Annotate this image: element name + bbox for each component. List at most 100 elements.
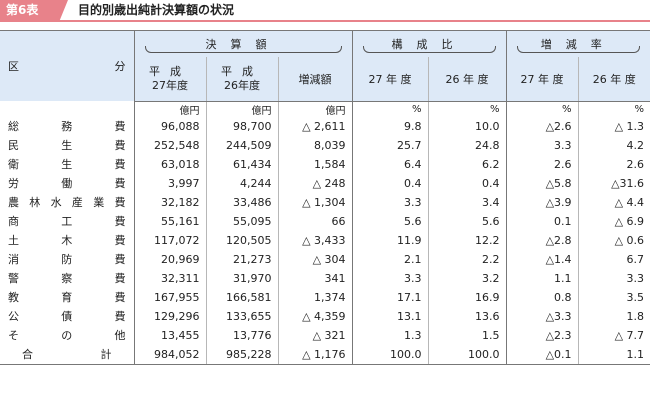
value-cell: 2.2 xyxy=(427,249,507,269)
value-cell: 2.6 xyxy=(577,154,650,174)
row-label: 合計 xyxy=(0,344,134,365)
value-cell: 3.4 xyxy=(427,192,507,212)
value-cell: 1.5 xyxy=(427,325,507,345)
row-label-char: 防 xyxy=(61,253,73,266)
unit-cell: 億円 xyxy=(205,101,278,117)
row-label: 消防費 xyxy=(0,250,134,269)
sub-h27-line2: 27年度 xyxy=(152,78,188,92)
row-label: 警察費 xyxy=(0,269,134,288)
value-cell: 16.9 xyxy=(427,287,507,307)
row-label-char: 工 xyxy=(61,215,73,228)
row-label-char: 水 xyxy=(50,196,62,209)
row-label-char: 合 xyxy=(22,348,33,361)
value-cell: 1.3 xyxy=(351,325,429,345)
value-cell: 244,509 xyxy=(205,135,278,155)
row-label-char: そ xyxy=(8,329,19,342)
group-zougen-label: 増減率 xyxy=(540,38,616,51)
value-cell: △ 248 xyxy=(277,173,353,193)
row-label-char: 務 xyxy=(61,120,73,133)
value-cell: 21,273 xyxy=(205,249,278,269)
value-cell: 33,486 xyxy=(205,192,278,212)
value-cell: △ 1,176 xyxy=(277,344,353,365)
unit-cell: % xyxy=(505,101,579,117)
value-cell: △ 1.3 xyxy=(577,116,650,136)
row-label-char: の xyxy=(61,329,73,342)
row-label: 衛生費 xyxy=(0,155,134,174)
row-label-char: 警 xyxy=(8,272,19,285)
value-cell: △ 304 xyxy=(277,249,353,269)
group-kousei-label: 構成比 xyxy=(391,38,467,51)
value-cell: △ 1,304 xyxy=(277,192,353,212)
value-cell: 2.6 xyxy=(505,154,579,174)
value-cell: 985,228 xyxy=(205,344,278,365)
row-label-char: 生 xyxy=(61,139,73,152)
value-cell: △3.3 xyxy=(505,306,579,326)
group-kessan: 決算額 xyxy=(133,30,353,57)
value-cell: 6.7 xyxy=(577,249,650,269)
value-cell: 55,161 xyxy=(133,211,206,231)
value-cell: 4,244 xyxy=(205,173,278,193)
value-cell: 341 xyxy=(277,268,353,288)
title-bar: 第6表 目的別歳出純計決算額の状況 xyxy=(0,0,650,24)
value-cell: 98,700 xyxy=(205,116,278,136)
sub-h27-line1: 平成 xyxy=(149,64,191,78)
value-cell: 167,955 xyxy=(133,287,206,307)
value-cell: △ 4.4 xyxy=(577,192,650,212)
row-label-char: 他 xyxy=(114,329,126,342)
row-label: 商工費 xyxy=(0,212,134,231)
value-cell: 55,095 xyxy=(205,211,278,231)
row-label-char: 費 xyxy=(114,215,126,228)
group-kessan-label: 決算額 xyxy=(205,38,281,51)
row-label-char: 働 xyxy=(61,177,73,190)
row-label-char: 費 xyxy=(114,139,126,152)
value-cell: △ 4,359 xyxy=(277,306,353,326)
value-cell: △2.6 xyxy=(505,116,579,136)
value-cell: 133,655 xyxy=(205,306,278,326)
unit-cell: % xyxy=(427,101,507,117)
table-row: 商工費 55,161 55,095 66 5.6 5.6 0.1 △ 6.9 xyxy=(0,211,650,231)
value-cell: 96,088 xyxy=(133,116,206,136)
table-row: そ の 他 13,455 13,776 △ 321 1.3 1.5 △2.3 △ 7.7 xyxy=(0,325,650,345)
row-label-char: 商 xyxy=(8,215,19,228)
unit-cell: % xyxy=(351,101,429,117)
row-label-char: 費 xyxy=(114,196,126,209)
row-label-char: 育 xyxy=(61,291,73,304)
table-row: 警察費 32,311 31,970 341 3.3 3.2 1.1 3.3 xyxy=(0,268,650,288)
unit-row: 億円 億円 億円 % % % % xyxy=(0,101,650,117)
value-cell: 1.8 xyxy=(577,306,650,326)
value-cell: 6.2 xyxy=(427,154,507,174)
value-cell: 32,182 xyxy=(133,192,206,212)
row-label-char: 費 xyxy=(114,234,126,247)
kubun-right: 分 xyxy=(114,60,126,73)
unit-cell: 億円 xyxy=(277,101,353,117)
row-label-char: 生 xyxy=(61,158,73,171)
sub-kousei-26: 26 年 度 xyxy=(427,57,507,102)
brace xyxy=(362,46,496,53)
value-cell: 24.8 xyxy=(427,135,507,155)
row-label-char: 林 xyxy=(29,196,41,209)
row-label-char: 費 xyxy=(114,253,126,266)
value-cell: △2.8 xyxy=(505,230,579,250)
row-label-char: 業 xyxy=(93,196,105,209)
row-label-char: 債 xyxy=(61,310,73,323)
row-label: 民生費 xyxy=(0,136,134,155)
value-cell: 31,970 xyxy=(205,268,278,288)
value-cell: 3,997 xyxy=(133,173,206,193)
row-label-char: 木 xyxy=(61,234,73,247)
row-label-char: 公 xyxy=(8,310,19,323)
value-cell: 13.6 xyxy=(427,306,507,326)
row-label-char: 産 xyxy=(71,196,83,209)
table-row: 消 防 費 20,969 21,273 △ 304 2.1 2.2 △1.4 6.7 xyxy=(0,249,650,269)
value-cell: △ 2,611 xyxy=(277,116,353,136)
value-cell: 984,052 xyxy=(133,344,206,365)
row-label-char: 消 xyxy=(8,253,19,266)
unit-cell: % xyxy=(577,101,650,117)
value-cell: △ 6.9 xyxy=(577,211,650,231)
total-row: 合計 984,052 985,228 △ 1,176 100.0 100.0 △0.1 1.1 xyxy=(0,344,650,365)
brace xyxy=(516,46,641,53)
value-cell: △2.3 xyxy=(505,325,579,345)
value-cell: 0.4 xyxy=(351,173,429,193)
value-cell: 252,548 xyxy=(133,135,206,155)
expenditure-table: 区 分 決算額 構成比 増減率 平成 27年度 平成 xyxy=(0,30,650,365)
group-zougen: 増減率 xyxy=(505,30,650,57)
